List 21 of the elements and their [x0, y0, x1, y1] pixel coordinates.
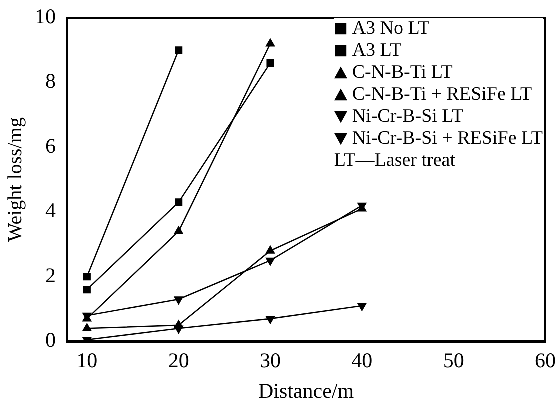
x-tick-label: 60: [535, 348, 556, 373]
legend-label: A3 No LT: [352, 18, 430, 40]
legend-label: Ni-Cr-B-Si LT: [352, 106, 464, 128]
legend-label: C-N-B-Ti LT: [352, 62, 453, 84]
x-axis-title: Distance/m: [258, 378, 354, 403]
y-tick-label: 4: [46, 198, 56, 223]
legend-label: Ni-Cr-B-Si + RESiFe LT: [352, 128, 543, 150]
y-tick-label: 2: [46, 263, 56, 288]
y-axis-title: Weight loss/mg: [4, 118, 26, 242]
x-tick-label: 10: [76, 348, 98, 373]
y-tick-label: 6: [46, 134, 56, 158]
x-tick-label: 30: [260, 348, 281, 373]
annotation: LT—Laser treat: [334, 150, 456, 172]
x-tick-label: 40: [352, 348, 373, 373]
legend-label: C-N-B-Ti + RESiFe LT: [352, 84, 532, 106]
legend-label: A3 LT: [352, 40, 402, 62]
y-tick-label: 10: [35, 4, 56, 29]
x-tick-label: 50: [443, 348, 464, 373]
y-tick-label: 8: [46, 69, 56, 94]
x-tick-label: 20: [168, 348, 190, 373]
y-tick-label: 0: [46, 328, 56, 352]
